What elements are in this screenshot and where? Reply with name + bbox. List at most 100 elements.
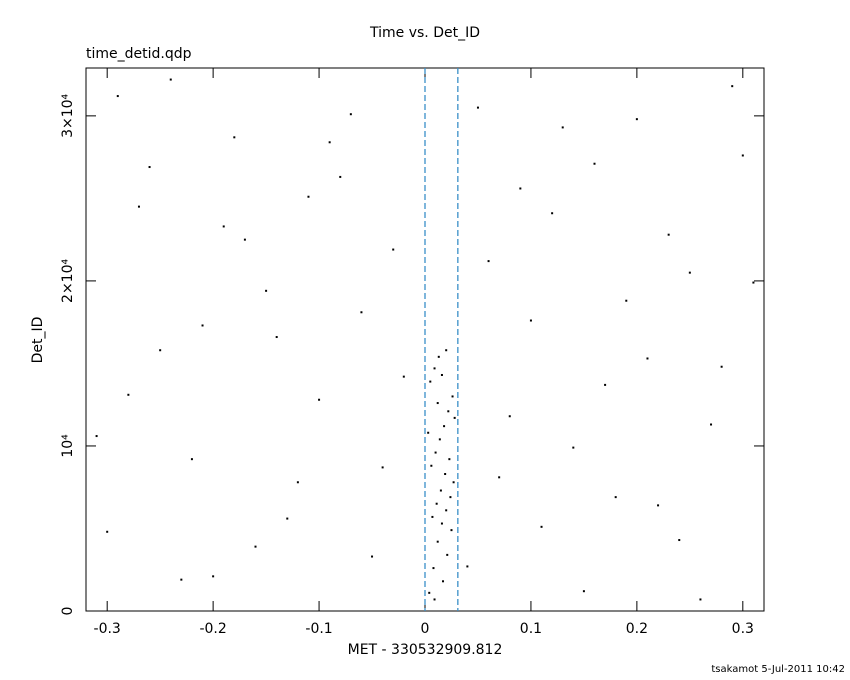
point [593,162,596,165]
point [432,567,435,570]
point [116,95,119,98]
point [540,525,543,528]
point [529,319,532,322]
point [137,205,140,208]
point [442,580,445,583]
x-tick-label: 0.3 [732,621,754,637]
point [453,416,456,419]
point [678,539,681,542]
point [371,555,374,558]
point [444,473,447,476]
x-tick-label: -0.3 [94,621,121,637]
point [148,166,151,169]
point [741,154,744,157]
point [614,496,617,499]
point [254,545,257,548]
point [392,248,395,251]
point [450,529,453,532]
point [159,349,162,352]
point [604,383,607,386]
point [431,515,434,518]
point [720,365,723,368]
point [328,141,331,144]
point [519,187,522,190]
point [318,398,321,401]
point [449,496,452,499]
point [487,260,490,263]
point [349,113,352,116]
point [466,565,469,568]
point [625,299,628,302]
point [443,425,446,428]
point [551,212,554,215]
point [440,522,443,525]
point [699,598,702,601]
point [476,106,479,109]
point [447,410,450,413]
point [436,540,439,543]
point [360,311,363,314]
point [106,530,109,533]
point [428,591,431,594]
point [710,423,713,426]
footer: tsakamot 5-Jul-2011 10:42 [711,664,845,675]
point [445,509,448,512]
point [381,466,384,469]
point [440,373,443,376]
point [667,233,670,236]
x-axis-label: MET - 330532909.812 [348,642,503,658]
y-axis-label: Det_ID [30,317,46,364]
point [582,590,585,593]
point [436,402,439,405]
point [445,349,448,352]
point [190,458,193,461]
point [307,195,310,198]
point [95,435,98,438]
point [646,357,649,360]
y-tick-label: 3×10⁴ [60,93,76,137]
point [448,458,451,461]
point [435,502,438,505]
point [572,446,575,449]
x-tick-label: 0.1 [520,621,542,637]
point [339,175,342,178]
x-tick-label: -0.1 [305,621,332,637]
x-tick-label: 0.2 [626,621,648,637]
point [731,85,734,88]
point [402,375,405,378]
point [433,598,436,601]
x-tick-label: 0 [421,621,430,637]
point [212,575,215,578]
x-tick-label: -0.2 [199,621,226,637]
point [429,380,432,383]
y-tick-label: 10⁴ [60,434,76,458]
point [243,238,246,241]
point [233,136,236,139]
point [275,336,278,339]
y-tick-label: 2×10⁴ [60,258,76,302]
point [286,517,289,520]
point [508,415,511,418]
point [427,431,430,434]
point [446,553,449,556]
point [452,481,455,484]
chart-subtitle: time_detid.qdp [86,46,192,62]
point [498,476,501,479]
point [451,395,454,398]
point [169,78,172,81]
point [657,504,660,507]
point [434,451,437,454]
point [438,438,441,441]
point [430,464,433,467]
point [561,126,564,129]
chart-title: Time vs. Det_ID [369,25,480,41]
point [439,489,442,492]
point [296,481,299,484]
point [201,324,204,327]
point [752,281,755,284]
y-tick-label: 0 [60,607,76,616]
point [433,367,436,370]
point [180,578,183,581]
